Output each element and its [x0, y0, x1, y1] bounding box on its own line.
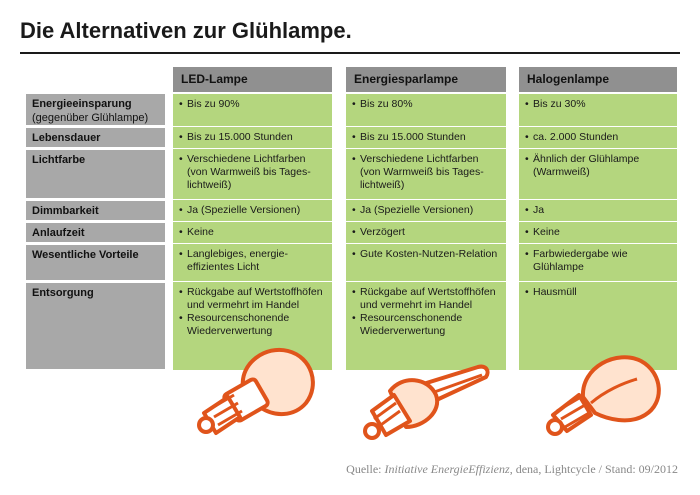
cell-text: Verschiedene Lichtfarben (von Warmweiß b… — [179, 153, 323, 192]
cell-led-dimmbarkeit: Ja (Spezielle Versionen) — [173, 204, 328, 217]
cell-led-lichtfarbe: Verschiedene Lichtfarben (von Warmweiß b… — [173, 153, 323, 192]
cell-esl-lebensdauer: Bis zu 15.000 Stunden — [346, 131, 502, 144]
row-sublabel-text: (gegenüber Glühlampe) — [32, 112, 149, 124]
cell-text: Bis zu 90% — [179, 98, 328, 111]
cell-esl-energieeinsparung: Bis zu 80% — [346, 98, 502, 111]
cell-halogen-energieeinsparung: Bis zu 30% — [519, 98, 673, 111]
cell-halogen-lichtfarbe: Ähnlich der Glühlampe (Warmweiß) — [519, 153, 659, 179]
cell-halogen-entsorgung: Hausmüll — [519, 286, 673, 299]
cell-led-entsorgung: Rückgabe auf Wertstoffhöfen und vermehrt… — [173, 286, 323, 338]
cell-text: Bis zu 30% — [525, 98, 673, 111]
cell-text: Keine — [179, 226, 328, 239]
row-label-text: Energieeinsparung — [32, 98, 132, 110]
column-header-led: LED-Lampe — [173, 67, 332, 92]
led-bulb-icon — [197, 347, 315, 435]
cell-halogen-vorteile: Farbwiedergabe wie Glühlampe — [519, 248, 659, 274]
halogen-bulb-icon — [546, 355, 661, 436]
cell-text: Resourcenschonende Wiederverwertung — [179, 312, 323, 338]
cell-text: Langlebiges, energie-effizientes Licht — [179, 248, 303, 274]
cell-text: ca. 2.000 Stunden — [525, 131, 673, 144]
row-label-lebensdauer: Lebensdauer — [26, 128, 165, 147]
cell-text: Ja (Spezielle Versionen) — [179, 204, 328, 217]
cell-text: Keine — [525, 226, 673, 239]
cell-led-anlaufzeit: Keine — [173, 226, 328, 239]
cell-esl-vorteile: Gute Kosten-Nutzen-Relation — [346, 248, 506, 261]
row-divider — [173, 281, 677, 282]
row-label-entsorgung: Entsorgung — [26, 283, 165, 369]
cell-text: Resourcenschonende Wiederverwertung — [352, 312, 496, 338]
cell-halogen-lebensdauer: ca. 2.000 Stunden — [519, 131, 673, 144]
cell-text: Bis zu 15.000 Stunden — [179, 131, 328, 144]
cell-text: Farbwiedergabe wie Glühlampe — [525, 248, 659, 274]
cell-esl-entsorgung: Rückgabe auf Wertstoffhöfen und vermehrt… — [346, 286, 496, 338]
cell-esl-lichtfarbe: Verschiedene Lichtfarben (von Warmweiß b… — [346, 153, 496, 192]
cell-text: Hausmüll — [525, 286, 673, 299]
cell-text: Rückgabe auf Wertstoffhöfen und vermehrt… — [352, 286, 496, 312]
cell-text: Bis zu 80% — [352, 98, 502, 111]
cell-text: Verzögert — [352, 226, 502, 239]
row-label-energieeinsparung: Energieeinsparung (gegenüber Glühlampe) — [26, 94, 165, 125]
cell-halogen-dimmbarkeit: Ja — [519, 204, 673, 217]
column-header-energiespar: Energiesparlampe — [346, 67, 506, 92]
row-divider — [173, 148, 677, 149]
cell-esl-anlaufzeit: Verzögert — [346, 226, 502, 239]
source-suffix: , dena, Lightcycle / Stand: 09/2012 — [509, 462, 678, 476]
cell-led-vorteile: Langlebiges, energie-effizientes Licht — [173, 248, 303, 274]
cell-text: Bis zu 15.000 Stunden — [352, 131, 502, 144]
source-note: Quelle: Initiative EnergieEffizienz, den… — [346, 462, 678, 477]
cell-text: Ähnlich der Glühlampe (Warmweiß) — [525, 153, 659, 179]
page-title: Die Alternativen zur Glühlampe. — [20, 18, 352, 43]
row-divider — [173, 199, 677, 200]
cell-led-energieeinsparung: Bis zu 90% — [173, 98, 328, 111]
row-divider — [173, 243, 677, 244]
cell-text: Gute Kosten-Nutzen-Relation — [352, 248, 506, 261]
energy-saving-bulb-icon — [363, 364, 490, 440]
row-label-vorteile: Wesentliche Vorteile — [26, 245, 165, 280]
title-rule — [20, 52, 680, 54]
cell-text: Ja — [525, 204, 673, 217]
cell-text: Ja (Spezielle Versionen) — [352, 204, 502, 217]
cell-text: Verschiedene Lichtfarben (von Warmweiß b… — [352, 153, 496, 192]
cell-halogen-anlaufzeit: Keine — [519, 226, 673, 239]
source-italic: Initiative EnergieEffizienz — [384, 462, 510, 476]
column-header-halogen: Halogenlampe — [519, 67, 677, 92]
cell-led-lebensdauer: Bis zu 15.000 Stunden — [173, 131, 328, 144]
row-divider — [173, 221, 677, 222]
cell-text: Rückgabe auf Wertstoffhöfen und vermehrt… — [179, 286, 323, 312]
row-divider — [173, 126, 677, 127]
row-label-dimmbarkeit: Dimmbarkeit — [26, 201, 165, 220]
source-prefix: Quelle: — [346, 462, 385, 476]
cell-esl-dimmbarkeit: Ja (Spezielle Versionen) — [346, 204, 502, 217]
row-label-anlaufzeit: Anlaufzeit — [26, 223, 165, 242]
row-label-lichtfarbe: Lichtfarbe — [26, 150, 165, 198]
